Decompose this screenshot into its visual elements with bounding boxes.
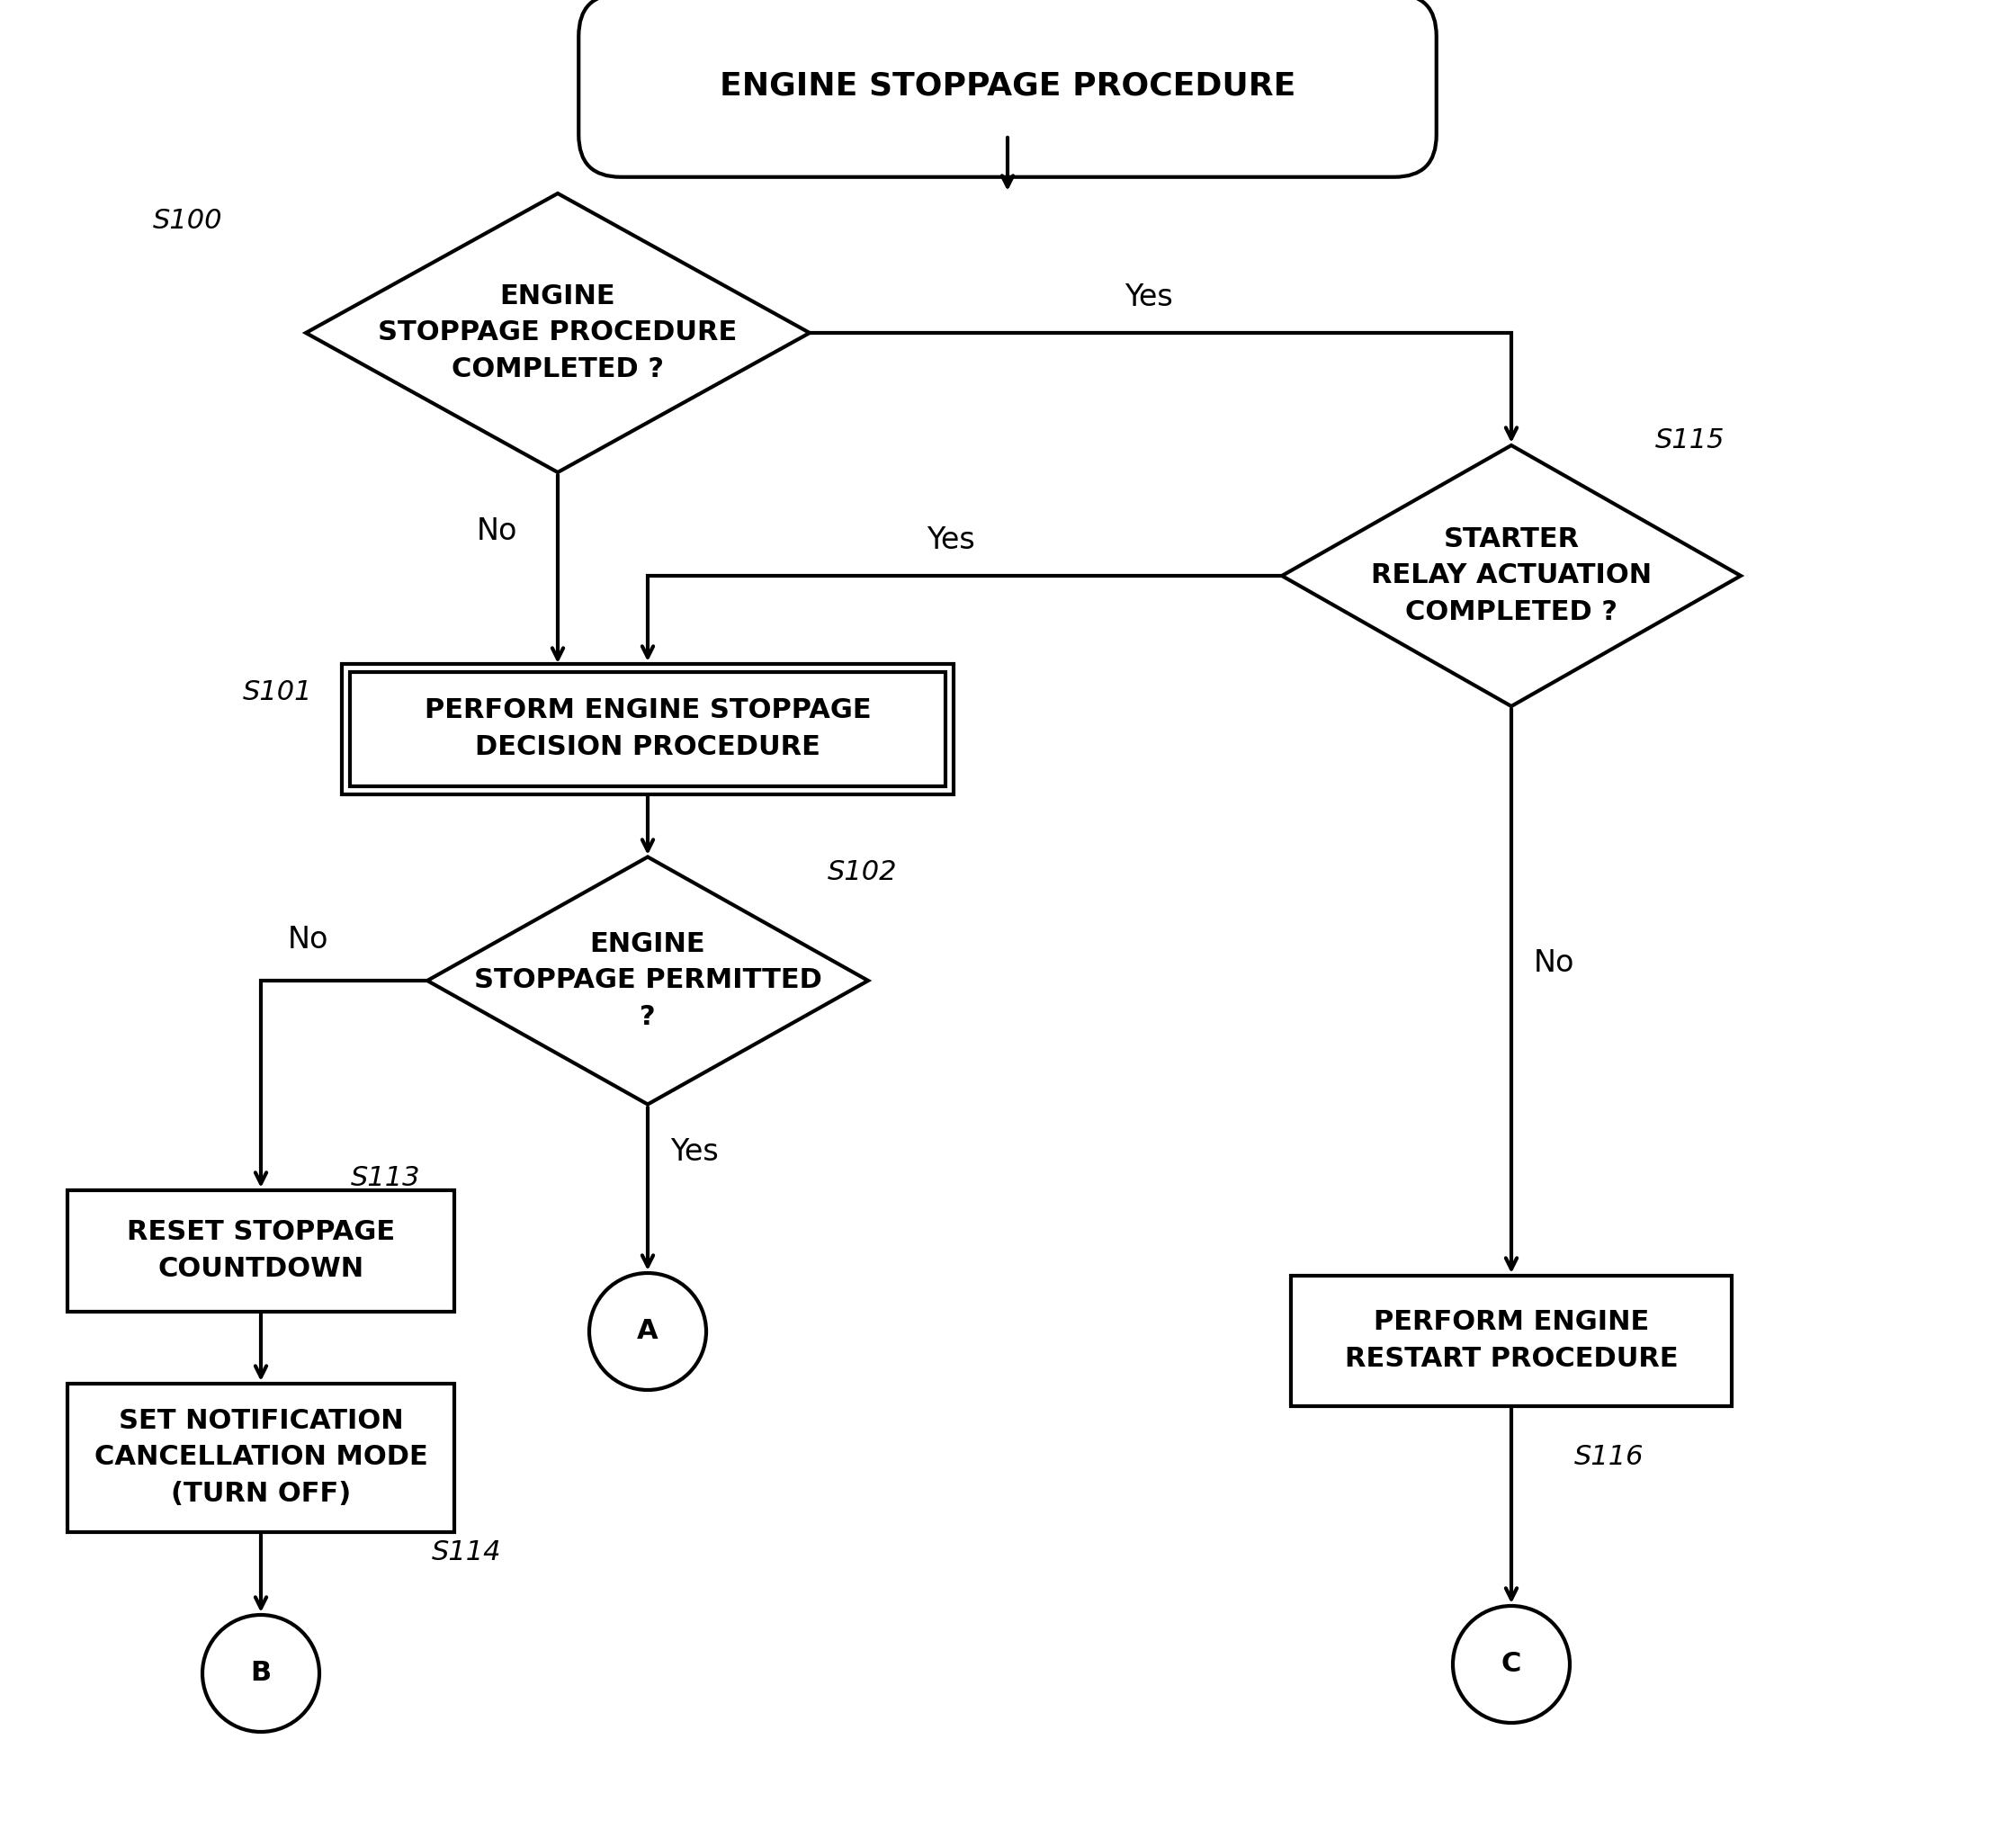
Text: PERFORM ENGINE STOPPAGE
DECISION PROCEDURE: PERFORM ENGINE STOPPAGE DECISION PROCEDU… bbox=[423, 698, 871, 759]
Bar bbox=[1290, 1274, 1732, 1406]
Text: S102: S102 bbox=[829, 859, 897, 887]
Circle shape bbox=[202, 1614, 319, 1732]
Bar bbox=[343, 663, 954, 794]
Text: S101: S101 bbox=[242, 680, 312, 706]
Bar bbox=[67, 1189, 454, 1311]
Bar bbox=[67, 1383, 454, 1531]
Text: SET NOTIFICATION
CANCELLATION MODE
(TURN OFF): SET NOTIFICATION CANCELLATION MODE (TURN… bbox=[95, 1407, 427, 1507]
Text: Yes: Yes bbox=[1125, 283, 1173, 312]
Text: Yes: Yes bbox=[927, 525, 976, 554]
Polygon shape bbox=[427, 857, 869, 1105]
Bar bbox=[351, 672, 946, 785]
Text: ENGINE
STOPPAGE PROCEDURE
COMPLETED ?: ENGINE STOPPAGE PROCEDURE COMPLETED ? bbox=[379, 283, 738, 382]
Text: Yes: Yes bbox=[669, 1136, 718, 1167]
Text: B: B bbox=[250, 1660, 272, 1686]
Text: No: No bbox=[478, 515, 518, 545]
Text: S100: S100 bbox=[153, 207, 222, 233]
Text: PERFORM ENGINE
RESTART PROCEDURE: PERFORM ENGINE RESTART PROCEDURE bbox=[1345, 1310, 1677, 1372]
Circle shape bbox=[589, 1273, 706, 1391]
Text: A: A bbox=[637, 1319, 659, 1345]
Text: S115: S115 bbox=[1655, 429, 1726, 454]
Text: S116: S116 bbox=[1574, 1444, 1643, 1470]
FancyBboxPatch shape bbox=[579, 0, 1437, 177]
Circle shape bbox=[1454, 1605, 1570, 1723]
Text: S113: S113 bbox=[351, 1165, 421, 1191]
Text: C: C bbox=[1502, 1651, 1522, 1677]
Text: No: No bbox=[1534, 948, 1574, 977]
Text: No: No bbox=[288, 925, 329, 955]
Text: STARTER
RELAY ACTUATION
COMPLETED ?: STARTER RELAY ACTUATION COMPLETED ? bbox=[1371, 526, 1651, 626]
Text: ENGINE STOPPAGE PROCEDURE: ENGINE STOPPAGE PROCEDURE bbox=[720, 70, 1296, 102]
Text: S114: S114 bbox=[431, 1539, 502, 1564]
Polygon shape bbox=[306, 194, 810, 473]
Text: RESET STOPPAGE
COUNTDOWN: RESET STOPPAGE COUNTDOWN bbox=[127, 1219, 395, 1282]
Polygon shape bbox=[1282, 445, 1740, 706]
Text: ENGINE
STOPPAGE PERMITTED
?: ENGINE STOPPAGE PERMITTED ? bbox=[474, 931, 823, 1031]
